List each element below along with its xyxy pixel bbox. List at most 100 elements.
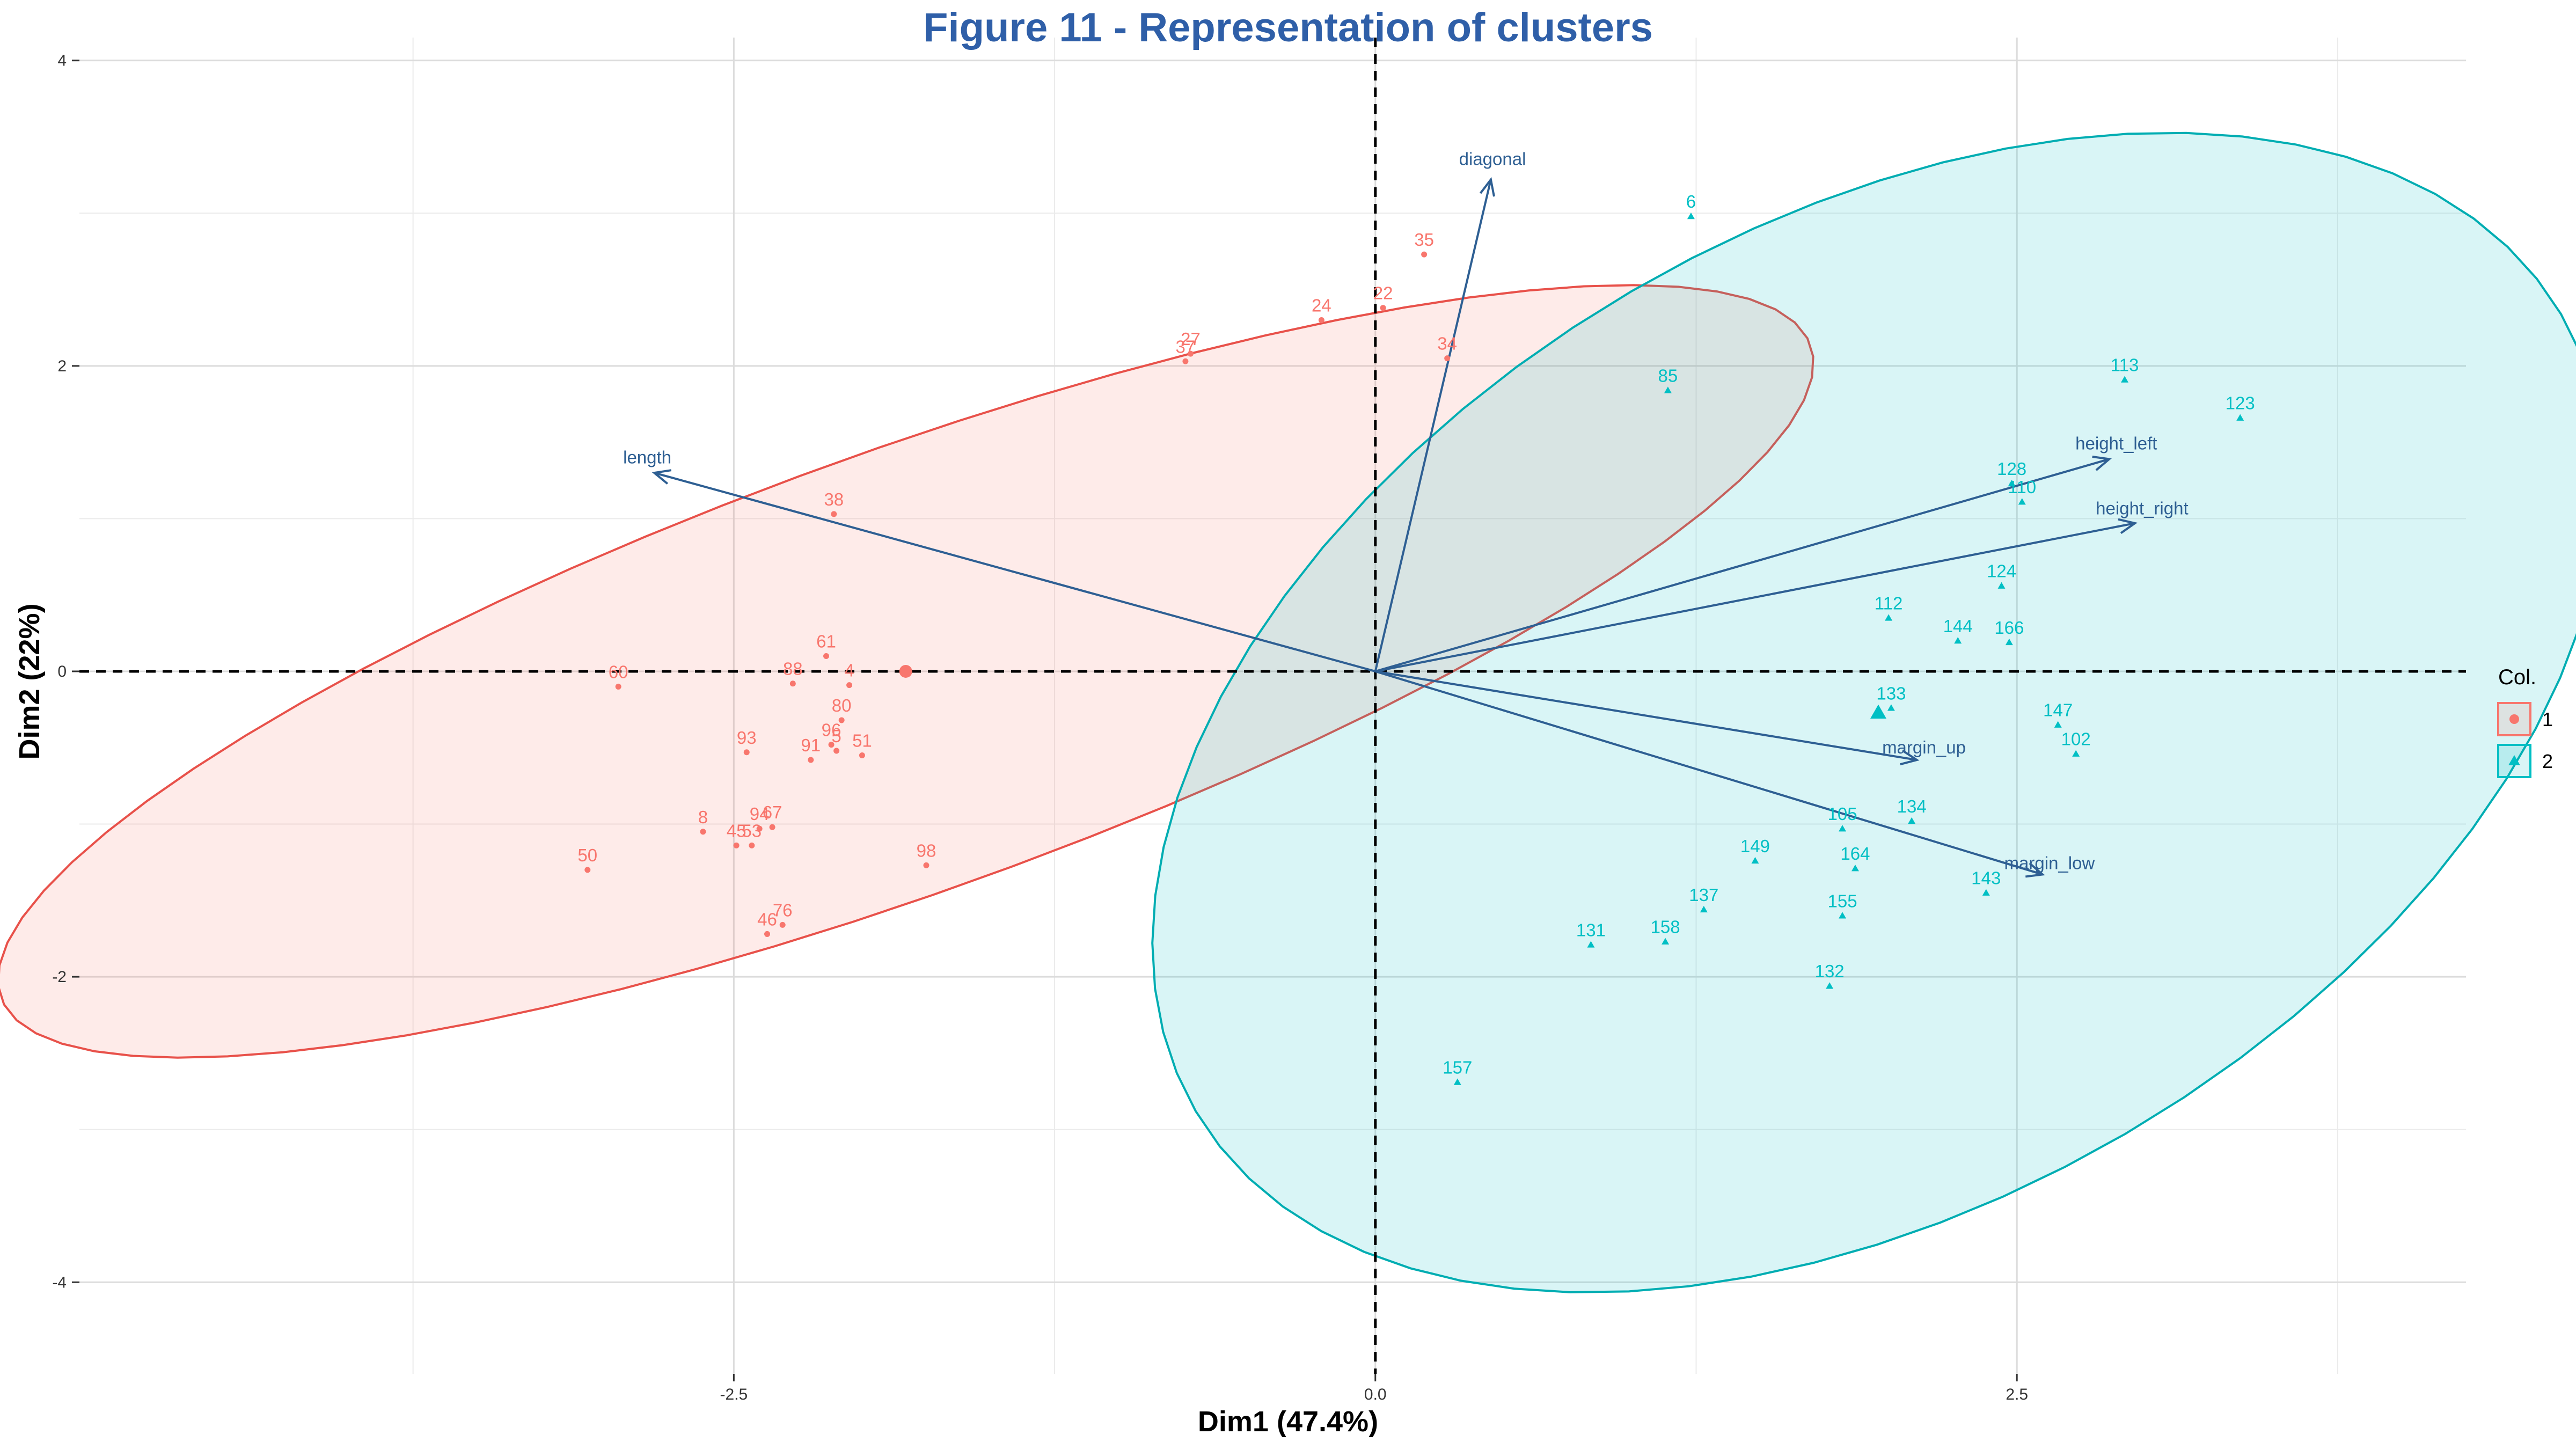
x-tick-label: 2.5	[2006, 1386, 2028, 1403]
point-110	[2018, 498, 2026, 505]
point-label-37: 37	[1176, 336, 1196, 356]
legend-label-2: 2	[2542, 750, 2553, 772]
point-label-6: 6	[1686, 192, 1696, 211]
point-123	[2236, 414, 2244, 421]
variable-arrow-margin_up	[1375, 670, 1918, 761]
point-5	[833, 748, 840, 754]
y-tick-label: 2	[57, 357, 67, 375]
point-60	[615, 683, 621, 690]
point-67	[769, 824, 775, 830]
point-label-143: 143	[1971, 868, 2001, 888]
legend-title: Col.	[2498, 665, 2536, 689]
y-tick-label: 4	[57, 52, 67, 70]
point-6	[1687, 212, 1695, 219]
x-tick-label: 0.0	[1364, 1386, 1387, 1403]
legend-label-1: 1	[2542, 708, 2553, 730]
point-label-110: 110	[2008, 477, 2036, 497]
variable-arrow-height_left	[1375, 458, 2110, 672]
point-label-132: 132	[1815, 961, 1845, 981]
variable-arrowhead-diagonal	[1479, 177, 1495, 197]
point-50	[584, 867, 591, 873]
point-88	[789, 680, 796, 687]
point-label-93: 93	[737, 728, 757, 748]
point-label-166: 166	[1994, 618, 2024, 638]
point-label-131: 131	[1576, 920, 1606, 940]
point-131	[1587, 941, 1595, 948]
point-38	[831, 511, 837, 517]
variable-arrowhead-margin_up	[1900, 749, 1920, 766]
variable-arrows: diagonal length height_left height_rightmar…	[623, 149, 2189, 878]
point-label-128: 128	[1997, 459, 2026, 479]
point-label-123: 123	[2226, 393, 2255, 413]
point-label-134: 134	[1897, 796, 1927, 816]
point-166	[2005, 638, 2013, 646]
point-147	[2054, 721, 2062, 728]
point-label-80: 80	[832, 696, 852, 715]
variable-label-length: length	[623, 447, 671, 467]
point-157	[1453, 1078, 1461, 1085]
point-label-61: 61	[816, 632, 836, 652]
grid-lines	[79, 38, 2466, 1374]
variable-label-diagonal: diagonal	[1459, 149, 1526, 169]
point-8	[700, 829, 706, 835]
point-label-149: 149	[1740, 836, 1770, 856]
point-144	[1954, 637, 1962, 644]
point-label-46: 46	[757, 909, 777, 929]
point-label-27: 27	[1181, 329, 1201, 349]
reference-lines	[79, 38, 2466, 1374]
x-axis-label: Dim1 (47.4%)	[1197, 1406, 1379, 1438]
legend-marker-2	[2508, 755, 2520, 765]
point-124	[1997, 582, 2006, 589]
point-24	[1318, 317, 1324, 323]
point-label-76: 76	[773, 900, 793, 920]
point-label-22: 22	[1373, 283, 1393, 303]
variable-arrowhead-height_left	[2092, 456, 2112, 471]
point-91	[808, 757, 814, 763]
point-155	[1839, 912, 1847, 919]
point-158	[1662, 938, 1670, 945]
point-label-144: 144	[1943, 616, 1973, 636]
point-label-98: 98	[917, 840, 936, 860]
point-label-158: 158	[1651, 917, 1680, 937]
point-label-133: 133	[1876, 683, 1906, 703]
point-label-51: 51	[852, 730, 872, 750]
point-27	[1187, 350, 1194, 357]
variable-arrow-height_right	[1375, 522, 2135, 672]
point-80	[838, 717, 845, 723]
point-label-45: 45	[727, 821, 747, 840]
point-51	[859, 752, 865, 758]
cluster-ellipses	[0, 131, 2576, 1293]
variable-arrowhead-height_right	[2118, 518, 2138, 534]
point-133	[1887, 704, 1895, 711]
point-label-67: 67	[763, 802, 782, 822]
point-label-8: 8	[698, 807, 708, 827]
point-112	[1885, 614, 1893, 621]
point-label-94: 94	[750, 804, 770, 824]
point-label-5: 5	[831, 726, 841, 746]
point-label-53: 53	[742, 821, 762, 840]
variable-arrow-diagonal	[1374, 179, 1492, 672]
point-113	[2121, 376, 2129, 383]
point-35	[1421, 251, 1428, 258]
variable-label-margin_low: margin_low	[2004, 853, 2095, 873]
point-164	[1851, 865, 1859, 872]
ellipse-cluster-2	[1151, 131, 2576, 1293]
point-label-137: 137	[1689, 885, 1718, 905]
y-tick-label: 0	[57, 663, 67, 680]
variable-label-margin_up: margin_up	[1882, 737, 1966, 757]
point-85	[1664, 386, 1672, 393]
point-132	[1826, 982, 1834, 989]
point-label-113: 113	[2111, 355, 2139, 375]
point-label-105: 105	[1828, 804, 1857, 824]
x-tick-label: -2.5	[720, 1386, 748, 1403]
point-34	[1444, 355, 1451, 362]
point-102	[2072, 750, 2080, 757]
point-label-147: 147	[2043, 700, 2073, 720]
variable-arrowhead-margin_low	[2025, 862, 2045, 878]
point-94	[756, 825, 763, 832]
variable-label-height_left: height_left	[2075, 434, 2157, 453]
point-143	[1982, 889, 1990, 896]
variable-arrowhead-length	[652, 469, 672, 485]
